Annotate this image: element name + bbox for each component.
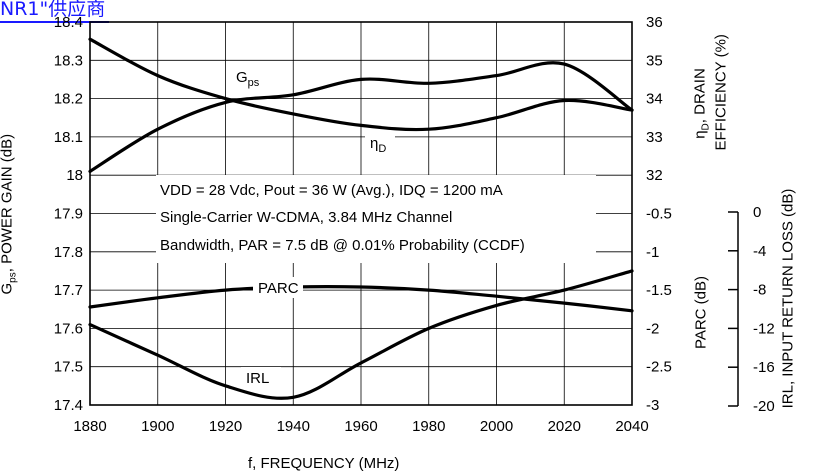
x-tick-label: 1920 xyxy=(209,418,242,435)
y-right-upper-tick-label: 35 xyxy=(646,52,663,69)
y-left-tick-label: 17.5 xyxy=(54,359,83,376)
annotation: VDD = 28 Vdc, Pout = 36 W (Avg.), IDQ = … xyxy=(156,175,596,263)
drain-series-label-bg xyxy=(365,132,395,153)
x-tick-label: 2000 xyxy=(480,418,513,435)
y-left-tick-label: 17.4 xyxy=(54,397,83,414)
y-right-upper-tick-label: 34 xyxy=(646,91,663,108)
series-line-irl xyxy=(88,269,634,400)
annotation-line-2: Single-Carrier W-CDMA, 3.84 MHz Channel xyxy=(160,209,452,226)
y-right-lower-tick-label: -0.5 xyxy=(646,206,672,223)
irl-tick-label: -20 xyxy=(753,398,775,415)
y-left-tick-label: 17.9 xyxy=(54,206,83,223)
plot-border xyxy=(89,21,633,406)
series-line-parc xyxy=(88,285,634,313)
irl-series-label-bg xyxy=(241,367,281,388)
y-right-upper-tick-label: 36 xyxy=(646,14,663,31)
x-tick-label: 1960 xyxy=(344,418,377,435)
parc-series-label: PARC xyxy=(258,280,299,297)
irl-tick-label: -16 xyxy=(753,359,775,376)
x-axis-label: f, FREQUENCY (MHz) xyxy=(248,455,400,472)
y-right-upper-tick-label: 32 xyxy=(646,167,663,184)
x-tick-label: 1940 xyxy=(277,418,310,435)
y-right-lower-tick-label: -2.5 xyxy=(646,359,672,376)
plot-frame xyxy=(89,21,633,406)
y-right-ticks: 36 35 34 33 32 -0.5 -1 -1.5 -2 -2.5 -3 xyxy=(646,14,672,414)
y-right-lower-tick-label: -2 xyxy=(646,320,659,337)
irl-series-label: IRL xyxy=(246,370,269,387)
y-left-tick-label: 17.7 xyxy=(54,282,83,299)
x-tick-label: 2040 xyxy=(615,418,648,435)
annotation-line-3: Bandwidth, PAR = 7.5 dB @ 0.01% Probabil… xyxy=(160,237,525,254)
y-left-ticks: 18.4 18.3 18.2 18.1 18 17.9 17.8 17.7 17.6 17.5 17… xyxy=(54,14,83,414)
irl-tick-label: -8 xyxy=(753,282,766,299)
irl-axis: 0 -4 -8 -12 -16 -20 xyxy=(728,204,775,415)
series-group xyxy=(88,37,634,400)
x-tick-label: 2020 xyxy=(548,418,581,435)
header-banner-link[interactable]: NR1"供应商 xyxy=(0,0,110,23)
y-irl-label: IRL, INPUT RETURN LOSS (dB) xyxy=(779,188,797,409)
y-right-lower-tick-label: -1.5 xyxy=(646,282,672,299)
y-right-upper-tick-label: 33 xyxy=(646,129,663,146)
parc-series-label-bg xyxy=(253,277,303,298)
gps-series-label-bg xyxy=(231,66,261,87)
x-tick-label: 1900 xyxy=(141,418,174,435)
y-right-lower-tick-label: -3 xyxy=(646,397,659,414)
y-left-tick-label: 18.1 xyxy=(54,129,83,146)
series-line-drain-efficiency xyxy=(88,37,634,132)
irl-tick-label: 0 xyxy=(753,204,761,221)
y-right-lower-label: PARC (dB) xyxy=(692,275,710,350)
y-left-tick-label: 18.2 xyxy=(54,91,83,108)
y-left-tick-label: 17.8 xyxy=(54,244,83,261)
annotation-line-1: VDD = 28 Vdc, Pout = 36 W (Avg.), IDQ = … xyxy=(160,182,503,199)
y-right-lower-tick-label: -1 xyxy=(646,244,659,261)
annotation-bg xyxy=(156,175,596,263)
irl-tick-label: -4 xyxy=(753,243,766,260)
y-left-tick-label: 17.6 xyxy=(54,320,83,337)
y-right-upper-label-2: EFFICIENCY (%) xyxy=(712,34,730,151)
y-left-tick-label: 18 xyxy=(66,167,83,184)
y-left-axis-label: Gps, POWER GAIN (dB) xyxy=(0,133,19,295)
series-line-gps xyxy=(88,61,634,173)
y-left-tick-label: 18.4 xyxy=(54,14,83,31)
y-left-tick-label: 18.3 xyxy=(54,52,83,69)
y-right-upper-label-1: ηD, DRAIN xyxy=(691,68,712,139)
irl-tick-label: -12 xyxy=(753,320,775,337)
x-ticks: 1880 1900 1920 1940 1960 1980 2000 2020 2040 xyxy=(73,418,648,435)
x-tick-label: 1980 xyxy=(412,418,445,435)
x-tick-label: 1880 xyxy=(73,418,106,435)
